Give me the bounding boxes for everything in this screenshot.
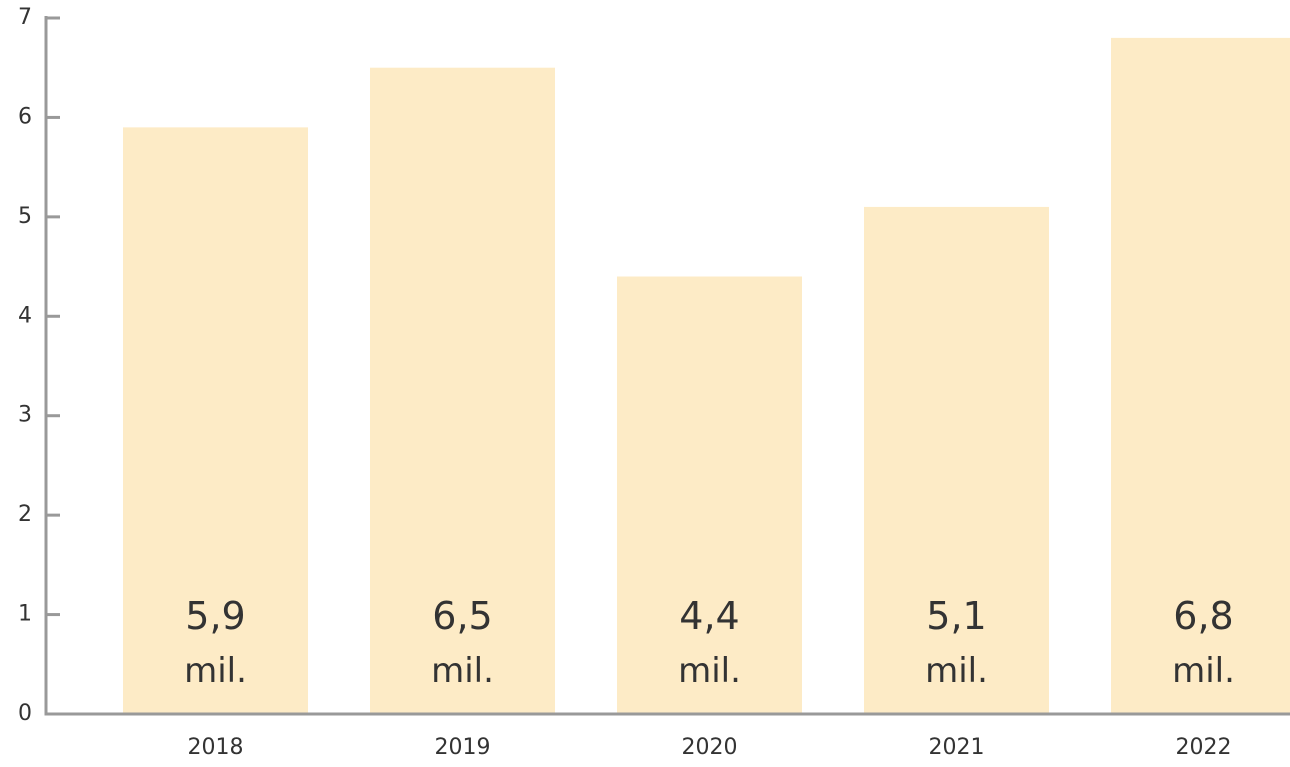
value-label-line: mil. (1172, 651, 1235, 691)
x-tick-label: 2018 (188, 735, 244, 760)
value-label-line: mil. (431, 651, 494, 691)
y-tick-label: 2 (18, 502, 32, 527)
bar (1111, 37, 1290, 714)
value-label-line: 6,8 (1173, 594, 1233, 638)
y-tick-label: 4 (18, 303, 32, 328)
value-label-line: 5,1 (926, 594, 986, 638)
x-tick-label: 2019 (435, 735, 491, 760)
bar (370, 67, 555, 714)
value-label-line: 4,4 (679, 594, 739, 638)
bar (123, 127, 308, 714)
value-label: 6,8 mil. (1172, 594, 1235, 691)
value-label: 4,4 mil. (678, 594, 741, 691)
value-label: 6,5 mil. (431, 594, 494, 691)
y-tick-label: 1 (18, 602, 32, 627)
value-label: 5,9 mil. (184, 594, 247, 691)
y-tick-label: 7 (18, 5, 32, 30)
bar (864, 206, 1049, 714)
bar (617, 276, 802, 714)
y-tick-label: 6 (18, 104, 32, 129)
value-label-line: 6,5 (432, 594, 492, 638)
value-label-line: mil. (925, 651, 988, 691)
x-tick-label: 2020 (682, 735, 738, 760)
y-tick-label: 0 (18, 701, 32, 726)
value-label-line: mil. (678, 651, 741, 691)
y-tick-label: 5 (18, 204, 32, 229)
value-label-line: 5,9 (185, 594, 245, 638)
value-label-line: mil. (184, 651, 247, 691)
x-tick-label: 2022 (1176, 735, 1232, 760)
x-tick-label: 2021 (929, 735, 985, 760)
y-tick-label: 3 (18, 403, 32, 428)
value-label: 5,1 mil. (925, 594, 988, 691)
